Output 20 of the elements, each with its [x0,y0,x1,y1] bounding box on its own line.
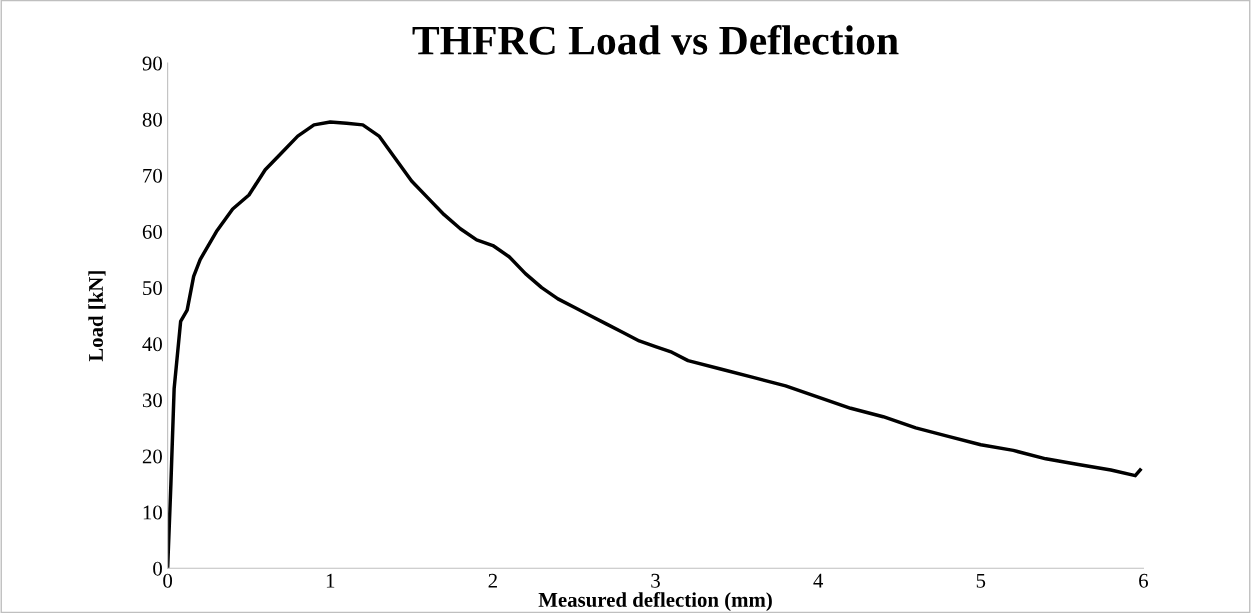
y-tick-label: 50 [143,281,162,296]
y-tick-label: 40 [142,337,162,352]
x-tick-label: 1 [326,573,335,588]
y-tick-label: 20 [142,449,162,464]
y-tick-label: 70 [143,168,162,183]
y-axis-title: Load [kN] [88,271,106,362]
chart-title: THFRC Load vs Deflection [412,24,899,55]
x-axis-title: Measured deflection (mm) [538,592,772,612]
y-tick-label: 30 [142,393,162,408]
y-tick-label: 0 [153,561,162,576]
x-tick-label: 6 [1139,573,1148,588]
y-tick-label: 80 [142,112,162,127]
y-tick-label: 90 [142,56,162,71]
x-tick-label: 5 [976,573,986,588]
x-tick-label: 3 [651,573,660,588]
y-tick-label: 60 [142,224,162,239]
x-tick-label: 2 [488,573,497,588]
x-tick-label: 4 [813,573,824,588]
x-tick-label: 0 [163,573,173,588]
y-tick-label: 10 [143,505,162,520]
